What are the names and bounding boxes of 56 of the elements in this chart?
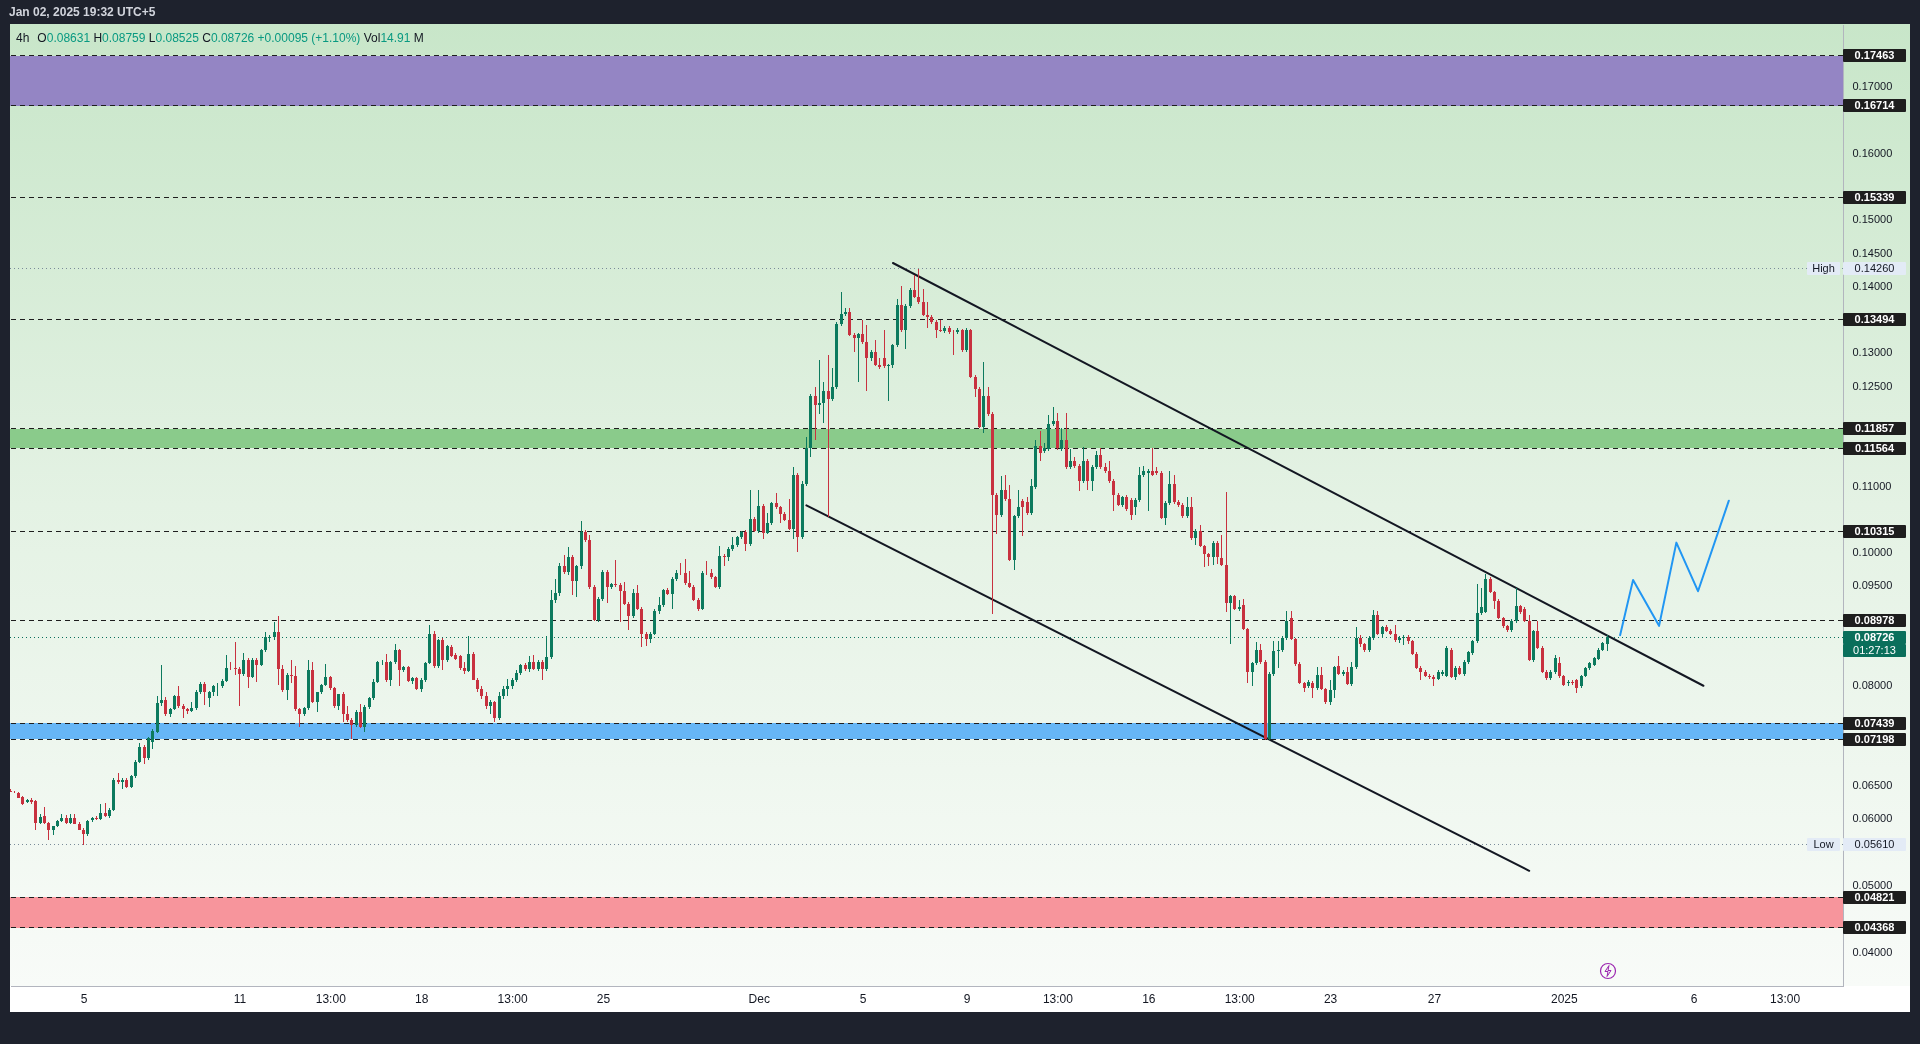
ref-line-label: 0.11857 — [1843, 422, 1906, 436]
ref-line-label: 0.13494 — [1843, 313, 1906, 327]
x-tick-label: 13:00 — [497, 991, 528, 1006]
ref-line-label: 0.10315 — [1843, 525, 1906, 539]
y-tick-label: 0.06500 — [1852, 779, 1893, 792]
ref-line-label: 0.16714 — [1843, 99, 1906, 113]
x-tick-label: 13:00 — [315, 991, 347, 1006]
candlestick — [10, 788, 12, 793]
y-tick-label: 0.05000 — [1852, 878, 1893, 891]
x-tick-label: 27 — [1427, 991, 1442, 1006]
ref-line-label: 0.07198 — [1843, 732, 1906, 746]
text: 4h — [16, 31, 30, 45]
y-tick-label: 0.17000 — [1852, 80, 1893, 93]
candlestick — [25, 798, 29, 804]
ref-line-label: 0.08726 — [1843, 630, 1906, 644]
y-tick-label: 0.14500 — [1852, 246, 1893, 259]
y-tick-label: 0.16000 — [1852, 146, 1893, 159]
y-tick-label: 0.11000 — [1852, 479, 1892, 492]
line-series — [1619, 499, 1730, 637]
y-tick-label: 0.08000 — [1852, 679, 1893, 692]
text: O0.08631 H0.08759 L0.08525 C0.08726 +0.00095 (+1.10%) Vol14.91 M — [37, 31, 424, 45]
y-tick-label: 0.14000 — [1852, 279, 1893, 292]
x-tick-label: 2025 — [1550, 991, 1578, 1006]
x-tick-label: 5 — [80, 991, 88, 1006]
candlestick — [289, 659, 293, 684]
x-tick-label: 16 — [1142, 991, 1156, 1006]
y-tick-label: 0.04000 — [1852, 945, 1893, 958]
ref-line-label: 0.17463 — [1843, 49, 1906, 63]
x-tick-label: 11 — [233, 991, 247, 1006]
ref-line-label: 0.08978 — [1843, 614, 1906, 628]
x-tick-label: 25 — [596, 991, 611, 1006]
x-tick-label: 6 — [1690, 991, 1698, 1006]
candlestick — [939, 319, 943, 333]
ref-line-label: 0.04368 — [1843, 921, 1906, 935]
ref-line-label: 0.11564 — [1843, 441, 1906, 455]
text: Jan 02, 2025 19:32 UTC+5 — [9, 5, 156, 19]
x-tick-label: 13:00 — [1042, 991, 1074, 1006]
ref-line-label: 0.04821 — [1843, 890, 1906, 904]
y-tick-label: 0.13000 — [1852, 346, 1893, 359]
y-tick-label: 0.10000 — [1852, 546, 1893, 559]
y-tick-label: 0.15000 — [1852, 213, 1893, 226]
text: Low 0.05610 — [1813, 838, 1895, 851]
x-tick-label: 13:00 — [1224, 991, 1256, 1006]
x-tick-label: 13:00 — [1770, 991, 1801, 1006]
y-tick-label: 0.09500 — [1852, 579, 1893, 592]
y-tick-label: 0.12500 — [1852, 379, 1893, 392]
ref-line-label: 0.07439 — [1843, 716, 1906, 730]
ref-line-label: 0.15339 — [1843, 190, 1906, 204]
x-tick-label: 23 — [1323, 991, 1338, 1006]
y-tick-label: 0.06000 — [1852, 812, 1893, 825]
text: High 0.14260 — [1812, 262, 1895, 275]
text: 01:27:13 — [1843, 643, 1906, 657]
x-tick-label: 18 — [415, 991, 429, 1006]
x-tick-label: 5 — [859, 991, 867, 1006]
x-tick-label: Dec — [748, 991, 770, 1006]
x-tick-label: 9 — [963, 991, 971, 1006]
